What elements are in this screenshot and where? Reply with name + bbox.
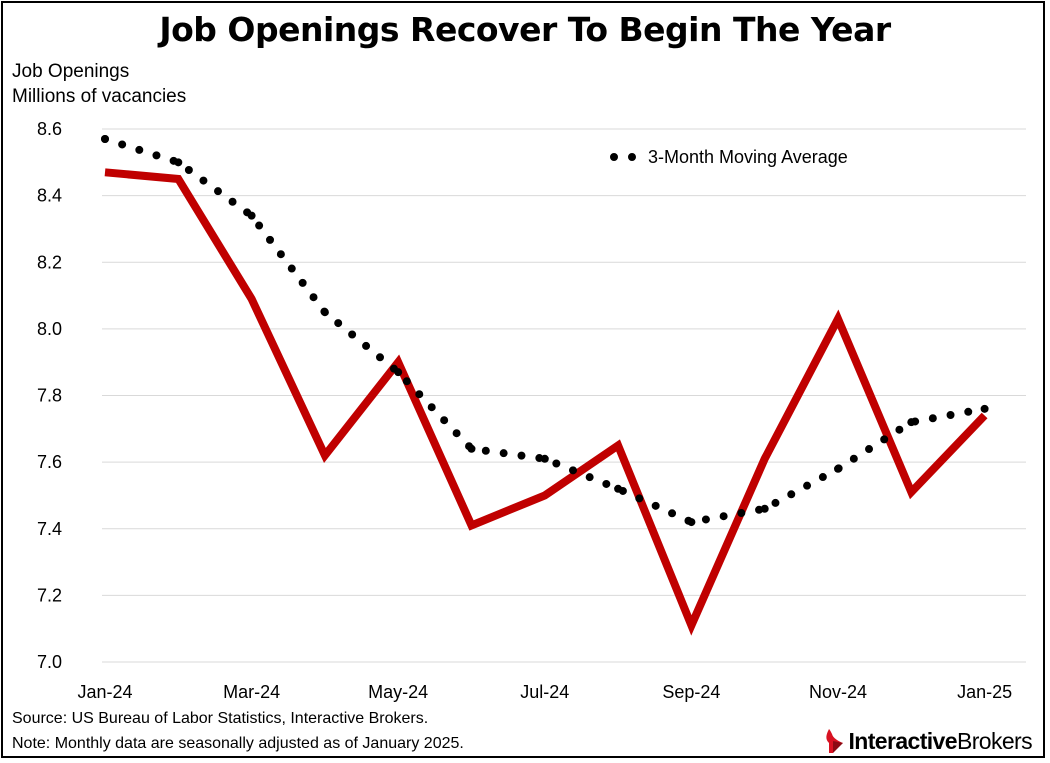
x-tick-label: Jan-25: [957, 682, 1012, 702]
moving-average-point: [174, 158, 183, 167]
y-tick-labels: 7.0 7.2 7.4 7.6 7.8 8.0 8.2 8.4 8.6: [37, 119, 62, 672]
series-layer: [101, 134, 989, 636]
x-tick-label: May-24: [368, 682, 428, 702]
x-tick-label: Jul-24: [520, 682, 569, 702]
x-tick-labels: Jan-24 Mar-24 May-24 Jul-24 Sep-24 Nov-24 Jan-…: [77, 682, 1012, 702]
x-tick-label: Mar-24: [223, 682, 280, 702]
y-tick-label: 7.4: [37, 519, 62, 539]
x-tick-label: Jan-24: [77, 682, 132, 702]
moving-average-point: [980, 404, 989, 413]
moving-average-point: [907, 418, 916, 427]
logo-text-interactive: Interactive: [848, 727, 957, 754]
interactive-brokers-logo: Interactive Brokers: [823, 726, 1033, 756]
moving-average-point: [834, 464, 842, 473]
source-note: Source: US Bureau of Labor Statistics, I…: [12, 710, 429, 727]
y-tick-label: 8.0: [37, 319, 62, 339]
y-axis-title: Job Openings: [12, 61, 130, 82]
moving-average-point: [614, 484, 623, 493]
moving-average-point: [247, 211, 256, 220]
y-tick-label: 7.0: [37, 652, 62, 672]
moving-average-point: [467, 444, 476, 453]
x-tick-label: Nov-24: [809, 682, 867, 702]
job-openings-line: [104, 168, 988, 636]
moving-average-point: [394, 368, 403, 377]
y-axis-subtitle: Millions of vacancies: [12, 86, 187, 107]
y-tick-label: 7.8: [37, 386, 62, 406]
moving-average-point: [760, 504, 769, 513]
interactive-brokers-flame-icon: [826, 729, 844, 753]
moving-average-point: [687, 518, 696, 527]
moving-average-point: [101, 134, 109, 143]
y-tick-label: 7.6: [37, 452, 62, 472]
legend: 3-Month Moving Average: [610, 147, 848, 167]
y-tick-label: 8.2: [37, 252, 62, 272]
legend-label: 3-Month Moving Average: [648, 147, 848, 167]
logo-text-brokers: Brokers: [956, 727, 1033, 754]
data-note: Note: Monthly data are seasonally adjust…: [12, 735, 464, 752]
y-tick-label: 7.2: [37, 585, 62, 605]
x-tick-label: Sep-24: [662, 682, 720, 702]
moving-average-point: [320, 308, 329, 317]
moving-average-point: [540, 454, 549, 463]
y-tick-label: 8.6: [37, 119, 62, 139]
moving-average-line: [101, 134, 989, 527]
gridlines: [102, 128, 1026, 663]
chart-title: Job Openings Recover To Begin The Year: [159, 10, 891, 49]
y-tick-label: 8.4: [37, 186, 62, 206]
